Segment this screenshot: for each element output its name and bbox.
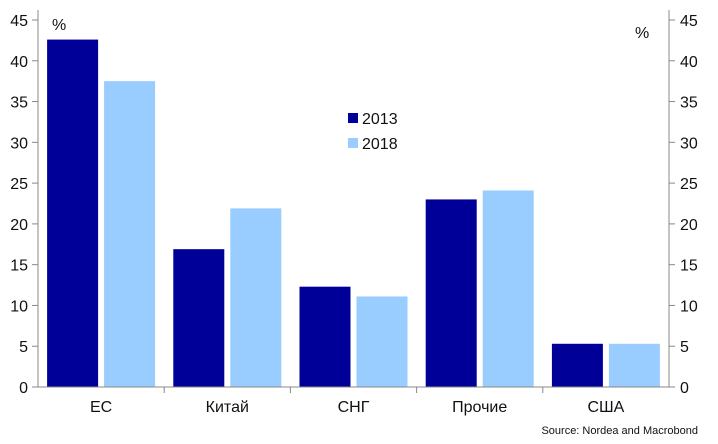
x-tick-labels: ЕС Китай СНГ Прочие США <box>90 387 625 416</box>
x-tick-label: СНГ <box>338 399 370 416</box>
left-y-tick-label: 20 <box>10 217 28 234</box>
right-y-tick-label: 30 <box>680 135 698 152</box>
left-y-tick-label: 35 <box>10 95 28 112</box>
bar-2018-2 <box>230 208 282 387</box>
left-unit-label: % <box>52 17 66 34</box>
left-y-tick-label: 30 <box>10 135 28 152</box>
legend: 2013 2018 <box>348 111 398 153</box>
right-unit-label: % <box>635 25 649 42</box>
legend-swatch-2013 <box>348 113 358 123</box>
left-y-tick-label: 10 <box>10 298 28 315</box>
right-y-tick-label: 25 <box>680 176 698 193</box>
left-y-tick-label: 45 <box>10 13 28 30</box>
right-y-tick-label: 40 <box>680 54 698 71</box>
right-y-tick-label: 20 <box>680 217 698 234</box>
right-y-tick-label: 0 <box>680 380 689 397</box>
left-y-tick-label: 5 <box>19 339 28 356</box>
x-tick-label: Прочие <box>452 399 507 416</box>
legend-swatch-2018 <box>348 138 358 148</box>
bar-2013-1 <box>47 39 99 387</box>
bars-layer <box>47 39 660 388</box>
x-tick-label: США <box>587 399 624 416</box>
bar-2013-4 <box>425 199 477 387</box>
bar-2018-1 <box>104 81 156 388</box>
bar-2013-2 <box>173 249 225 387</box>
bar-2013-5 <box>551 343 603 387</box>
legend-label-2018: 2018 <box>362 136 398 153</box>
right-y-tick-label: 35 <box>680 95 698 112</box>
left-y-tick-label: 15 <box>10 258 28 275</box>
x-tick-label: Китай <box>206 399 249 416</box>
left-y-tick-labels: 0 5 10 15 20 25 30 35 40 45 <box>10 13 38 397</box>
x-tick-label: ЕС <box>90 399 112 416</box>
legend-label-2013: 2013 <box>362 111 398 128</box>
bar-2018-3 <box>356 296 408 387</box>
bar-2018-4 <box>482 190 534 387</box>
right-y-tick-label: 15 <box>680 258 698 275</box>
left-y-tick-label: 0 <box>19 380 28 397</box>
left-y-tick-label: 40 <box>10 54 28 71</box>
right-y-tick-label: 5 <box>680 339 689 356</box>
bar-2018-5 <box>608 343 660 387</box>
bar-2013-3 <box>299 286 351 387</box>
left-y-tick-label: 25 <box>10 176 28 193</box>
right-y-tick-labels: 0 5 10 15 20 25 30 35 40 45 <box>669 13 698 397</box>
right-y-tick-label: 10 <box>680 298 698 315</box>
source-note: Source: Nordea and Macrobond <box>541 425 698 437</box>
right-y-tick-label: 45 <box>680 13 698 30</box>
